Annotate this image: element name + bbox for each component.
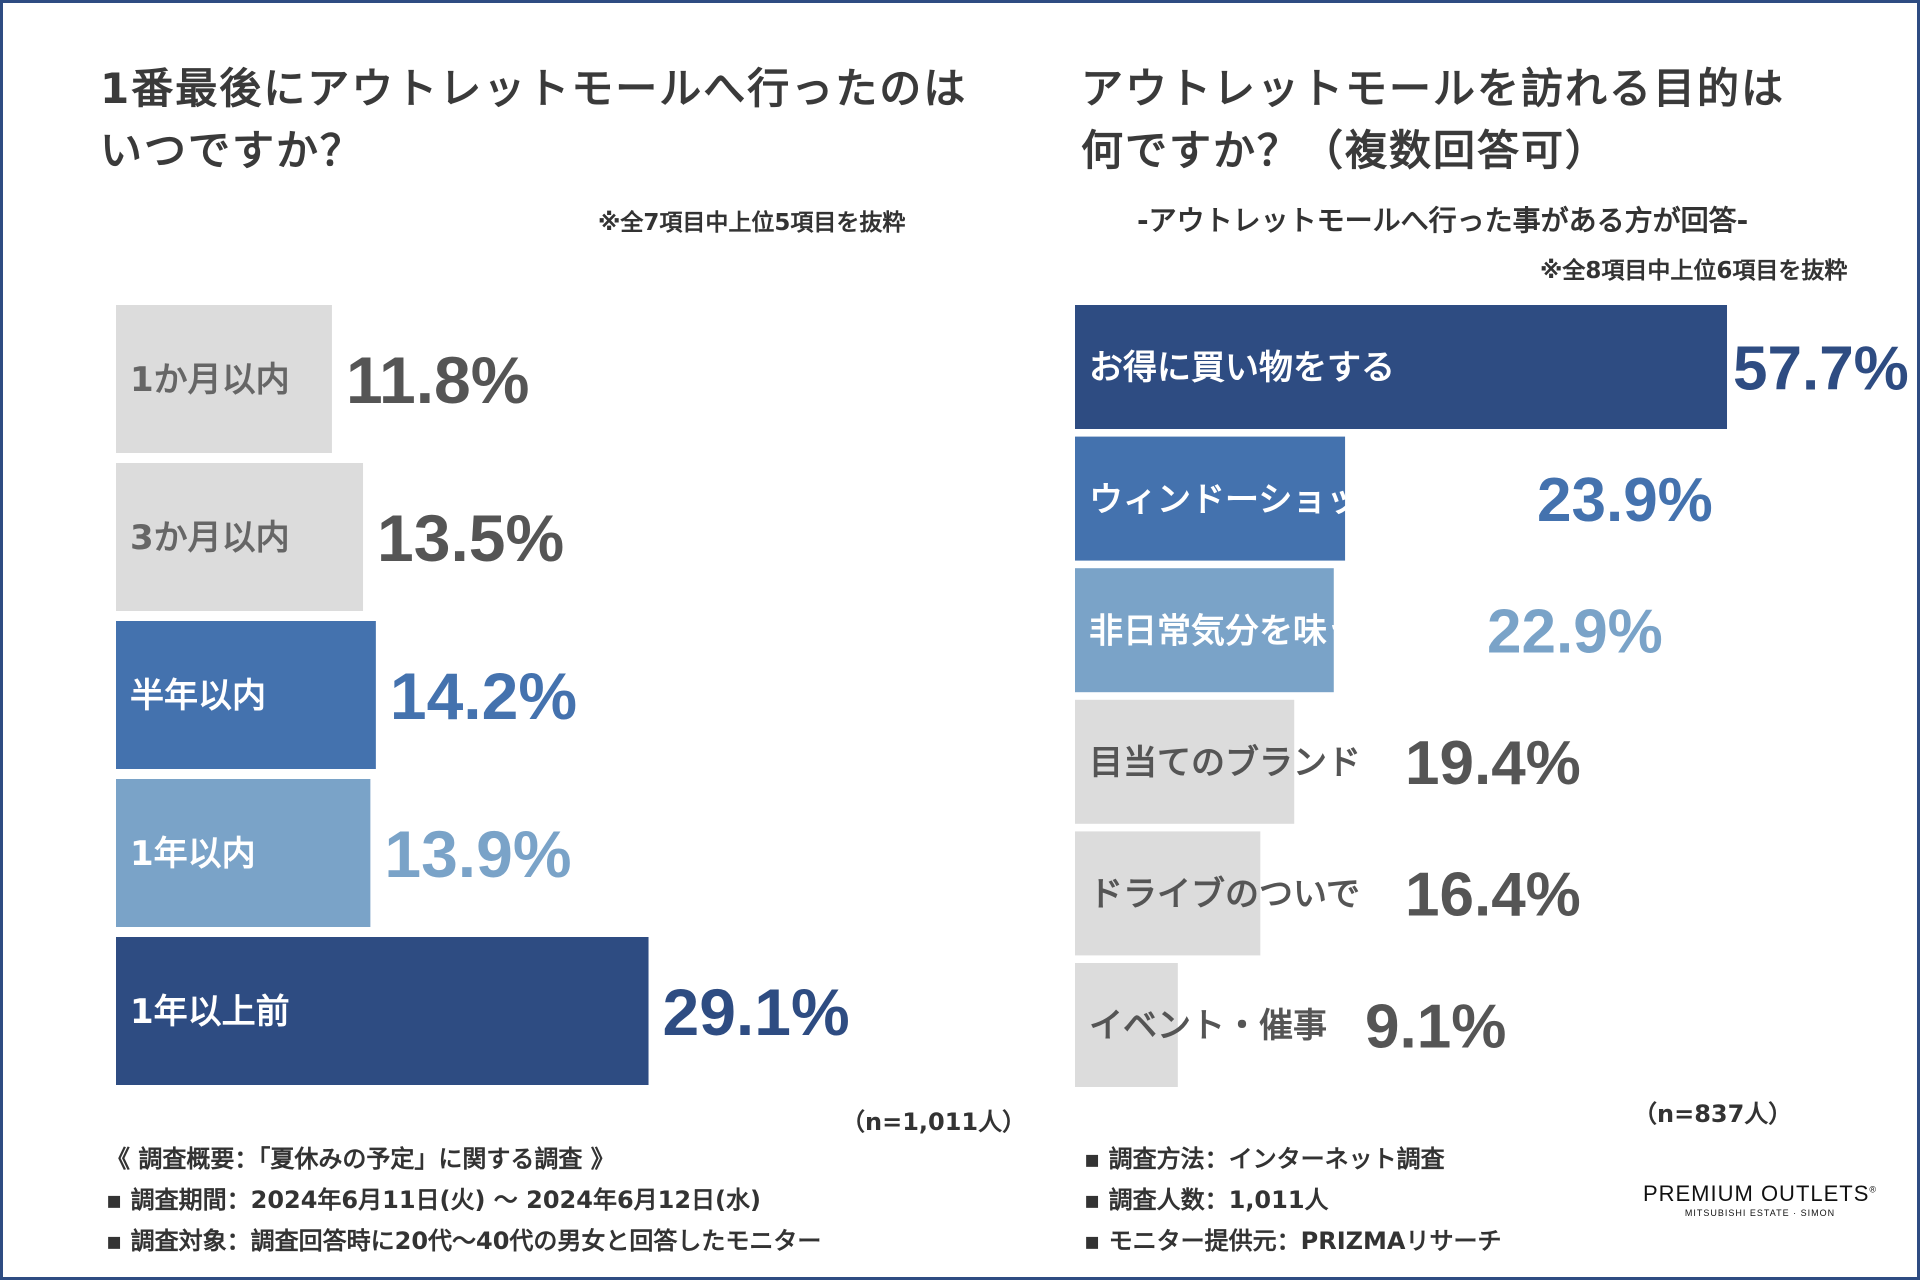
left-bar-chart: 1か月以内 11.8% 3か月以内 13.5% 半年以内 14.2% 1年以内 13.9% 1年…	[116, 305, 850, 1085]
category-label-0-4: 1年以上前	[130, 992, 290, 1032]
right-note: ※全8項目中上位6項目を抜粋	[1540, 258, 1848, 284]
logo-subline: MITSUBISHI ESTATE · SIMON	[1684, 1208, 1836, 1218]
category-label-1-1: ウィンドーショッピング	[1089, 480, 1462, 520]
bar-1-5	[1075, 963, 1178, 1087]
right-title-line1: アウトレットモールを訪れる目的は	[1081, 64, 1786, 113]
survey-monitor-source: ▪ モニター提供元：PRIZMAリサーチ	[1084, 1227, 1502, 1255]
bar-1-3	[1075, 699, 1295, 824]
value-label-0-1: 13.5%	[377, 501, 564, 575]
survey-overview-heading: 《 調査概要：「夏休みの予定」に関する調査 》	[106, 1145, 615, 1173]
bar-0-3	[116, 779, 371, 927]
value-label-1-0: 57.7%	[1733, 334, 1909, 403]
survey-period: ▪ 調査期間：2024年6月11日(火) 〜 2024年6月12日(水)	[106, 1186, 761, 1214]
survey-method: ▪ 調査方法：インターネット調査	[1084, 1145, 1445, 1173]
bar-1-2	[1075, 568, 1334, 693]
value-label-1-5: 9.1%	[1365, 992, 1506, 1061]
category-label-1-2: 非日常気分を味うため	[1089, 611, 1429, 651]
value-label-1-2: 22.9%	[1487, 598, 1663, 667]
value-label-0-3: 13.9%	[384, 817, 571, 891]
bar-0-4	[116, 937, 649, 1085]
left-title-line1: 1番最後にアウトレットモールへ行ったのは	[100, 64, 968, 113]
survey-respondents: ▪ 調査人数：1,011人	[1084, 1186, 1329, 1214]
bar-0-1	[116, 463, 364, 611]
bar-1-1	[1075, 436, 1346, 561]
value-label-0-2: 14.2%	[390, 659, 577, 733]
right-chart-title: アウトレットモールを訪れる目的は 何ですか？（複数回答可）	[1081, 58, 1785, 182]
value-label-0-0: 11.8%	[346, 343, 530, 417]
left-sample-size: （n=1,011人）	[841, 1108, 1027, 1136]
bar-1-4	[1075, 831, 1261, 956]
category-label-0-0: 1か月以内	[130, 360, 290, 400]
category-label-0-3: 1年以内	[130, 834, 256, 874]
category-label-0-2: 半年以内	[130, 676, 266, 716]
logo-wordmark: PREMIUM OUTLETS®	[1642, 1181, 1878, 1206]
category-label-1-0: お得に買い物をする	[1089, 348, 1395, 388]
value-label-1-4: 16.4%	[1405, 861, 1581, 930]
bar-0-2	[116, 621, 376, 769]
category-label-1-5: イベント・催事	[1089, 1006, 1327, 1046]
bar-0-0	[116, 305, 332, 453]
left-note: ※全7項目中上位5項目を抜粋	[598, 210, 906, 236]
right-subtitle: -アウトレットモールへ行った事がある方が回答-	[1137, 204, 1749, 237]
category-label-1-3: 目当てのブランド	[1089, 743, 1361, 783]
bar-1-0	[1075, 305, 1728, 429]
left-title-line2: いつですか？	[100, 126, 365, 175]
right-sample-size: （n=837人）	[1633, 1100, 1793, 1128]
right-title-line2: 何ですか？（複数回答可）	[1081, 126, 1610, 175]
left-chart-title: 1番最後にアウトレットモールへ行ったのは いつですか？	[100, 58, 967, 182]
right-bar-chart: お得に買い物をする 57.7% ウィンドーショッピング 23.9% 非日常気分を味うため…	[1075, 305, 1909, 1087]
survey-overview-right: ▪ 調査方法：インターネット調査 ▪ 調査人数：1,011人 ▪ モニター提供元…	[1084, 1139, 1501, 1262]
value-label-1-3: 19.4%	[1405, 729, 1581, 798]
value-label-0-4: 29.1%	[663, 975, 850, 1049]
survey-target: ▪ 調査対象：調査回答時に20代〜40代の男女と回答したモニター	[106, 1227, 822, 1255]
category-label-1-4: ドライブのついで	[1089, 875, 1360, 915]
premium-outlets-logo: PREMIUM OUTLETS® MITSUBISHI ESTATE · SIM…	[1626, 1181, 1894, 1218]
value-label-1-1: 23.9%	[1537, 466, 1713, 535]
category-label-0-1: 3か月以内	[130, 518, 290, 558]
survey-overview-left: 《 調査概要：「夏休みの予定」に関する調査 》 ▪ 調査期間：2024年6月11…	[106, 1139, 821, 1262]
